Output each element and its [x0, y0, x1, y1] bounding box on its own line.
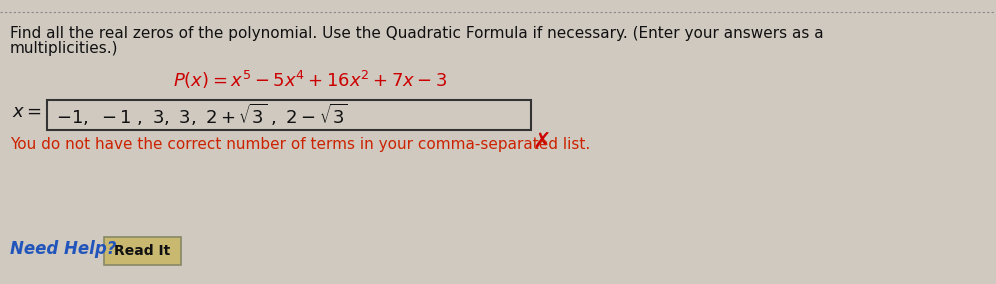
Text: Need Help?: Need Help? — [10, 240, 117, 258]
Text: ✗: ✗ — [533, 132, 552, 152]
Text: You do not have the correct number of terms in your comma-separated list.: You do not have the correct number of te… — [10, 137, 591, 152]
Text: $-1,\ -1\ ,\ 3,\ 3,\ 2+\sqrt{3}\ ,\ 2-\sqrt{3}$: $-1,\ -1\ ,\ 3,\ 3,\ 2+\sqrt{3}\ ,\ 2-\s… — [56, 102, 348, 128]
Text: Read It: Read It — [115, 244, 170, 258]
Text: $x =$: $x =$ — [12, 103, 42, 121]
Text: multiplicities.): multiplicities.) — [10, 41, 119, 56]
Text: Find all the real zeros of the polynomial. Use the Quadratic Formula if necessar: Find all the real zeros of the polynomia… — [10, 26, 824, 41]
Text: $P(x) = x^5 - 5x^4 + 16x^2 + 7x - 3$: $P(x) = x^5 - 5x^4 + 16x^2 + 7x - 3$ — [172, 69, 447, 91]
FancyBboxPatch shape — [104, 237, 181, 265]
FancyBboxPatch shape — [47, 100, 531, 130]
